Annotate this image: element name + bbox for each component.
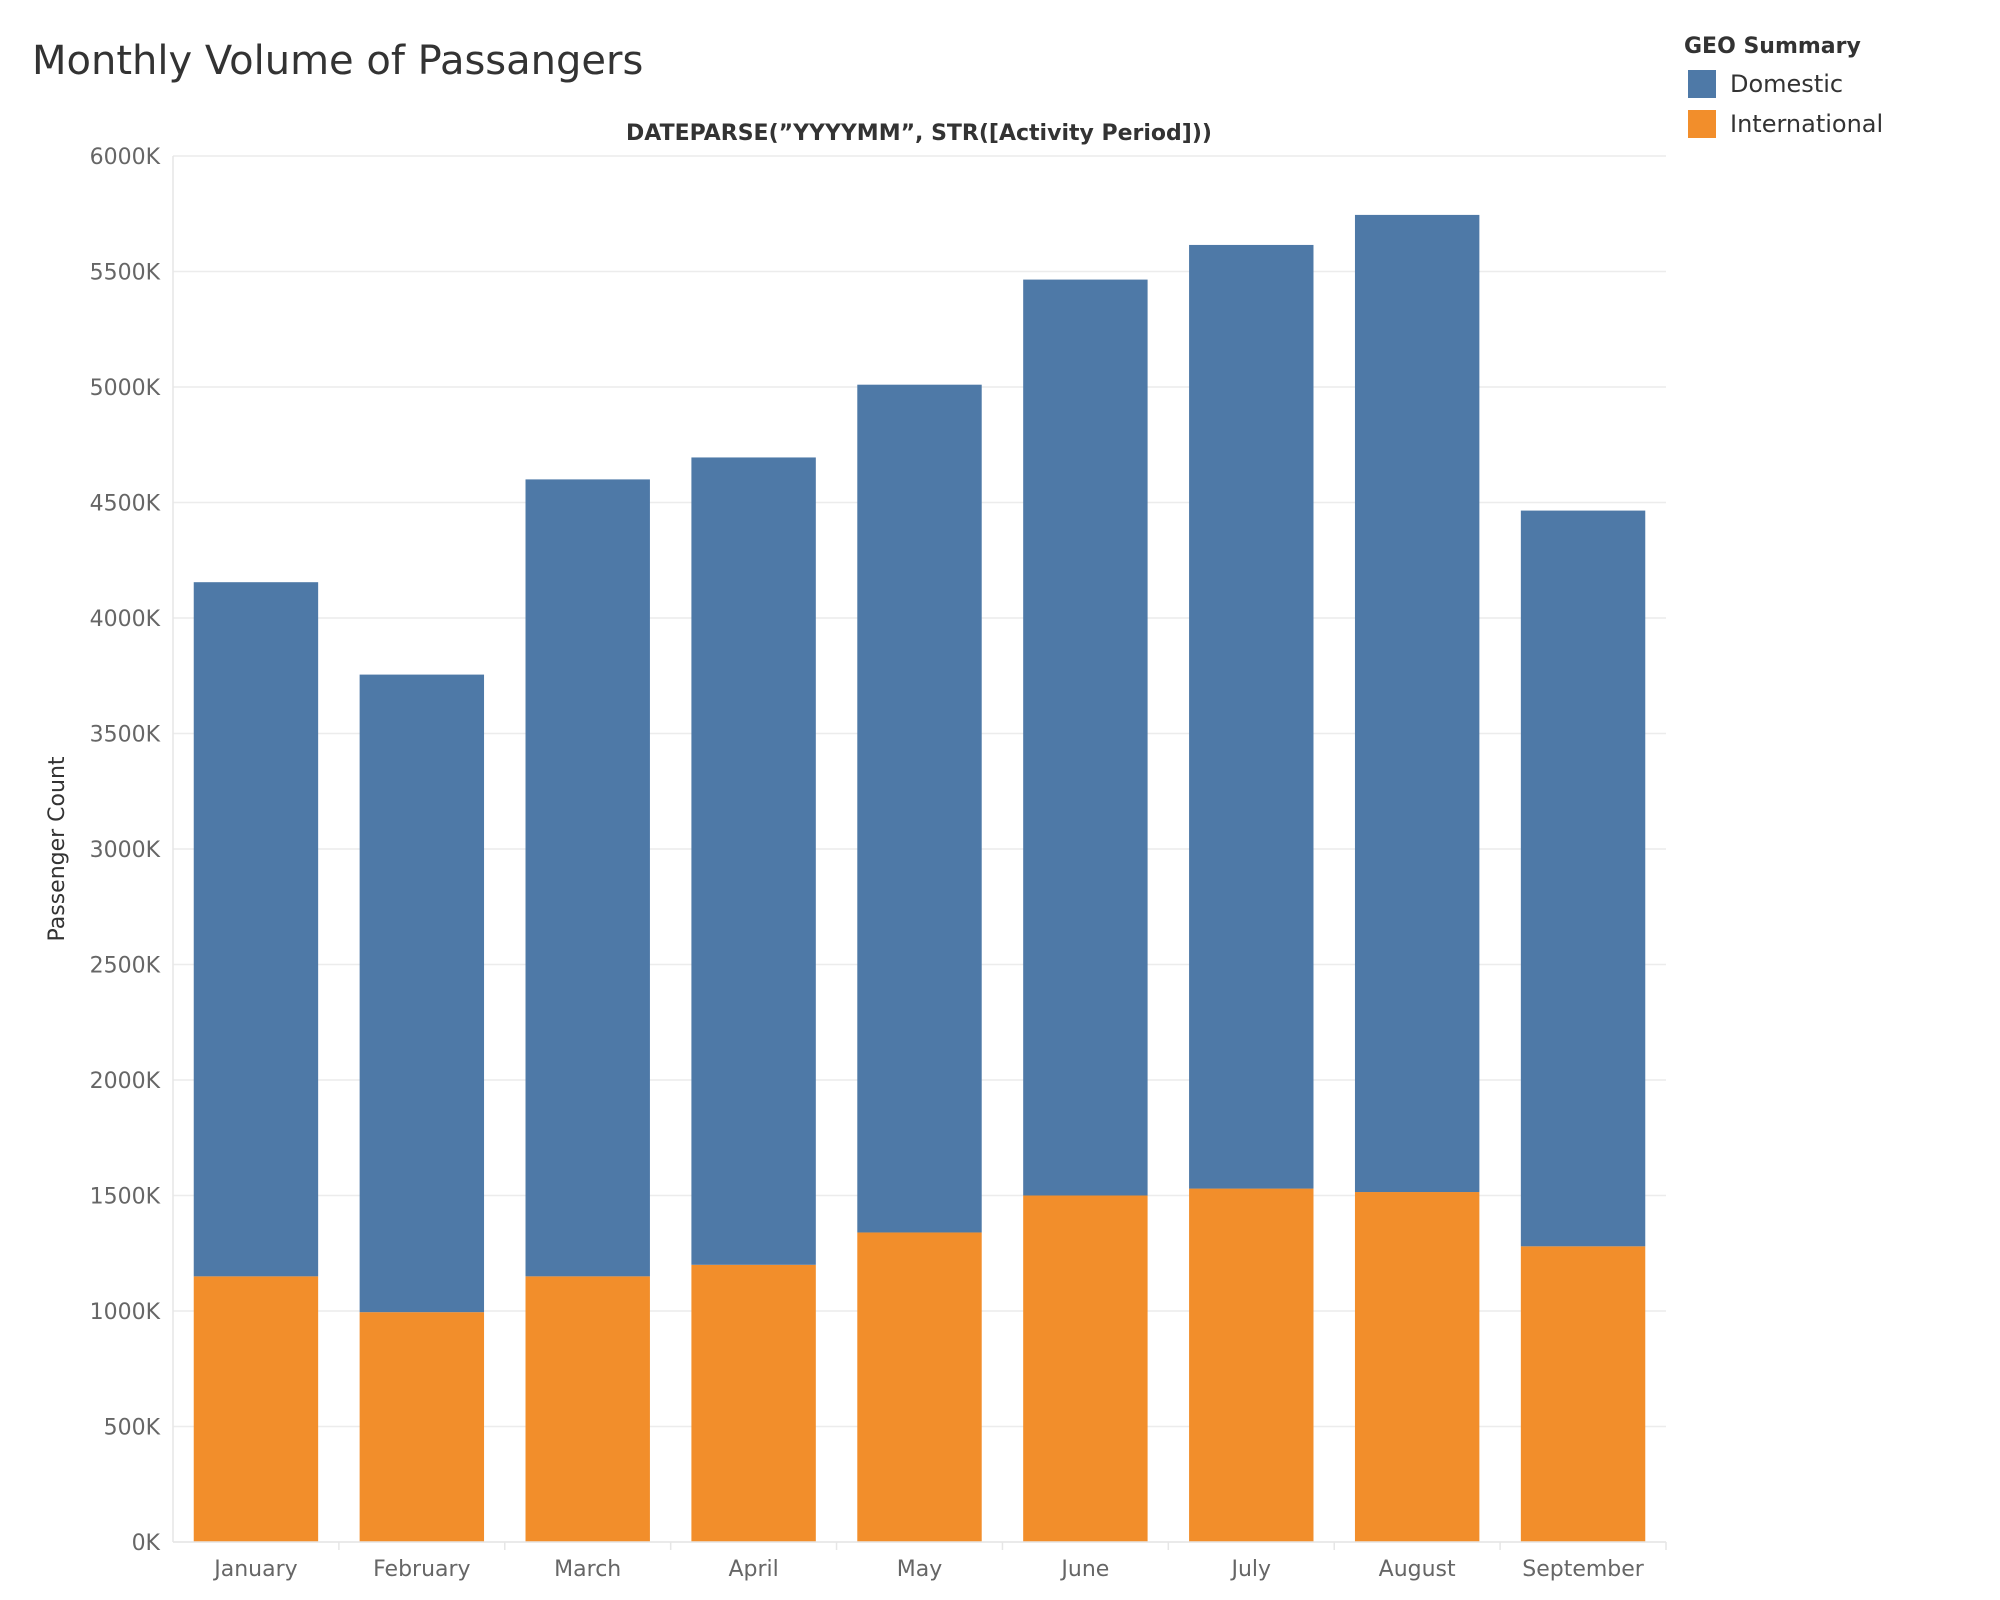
y-tick-label: 2500K — [90, 954, 161, 979]
y-tick-label: 0K — [132, 1531, 161, 1556]
bar-domestic-september[interactable] — [1520, 510, 1646, 1247]
legend-title: GEO Summary — [1684, 34, 1861, 59]
x-tick-label-february: February — [373, 1557, 471, 1582]
bar-international-september[interactable] — [1520, 1246, 1646, 1542]
y-tick-label: 5500K — [90, 261, 161, 286]
bar-international-march[interactable] — [525, 1276, 650, 1542]
y-axis-title: Passenger Count — [45, 756, 70, 941]
y-tick-label: 4000K — [90, 607, 161, 632]
x-tick-label-june: June — [1059, 1557, 1109, 1582]
bars — [193, 214, 1646, 1543]
bar-international-june[interactable] — [1023, 1195, 1148, 1543]
x-tick-label-august: August — [1379, 1557, 1456, 1582]
legend-swatch-domestic — [1688, 70, 1716, 98]
bar-domestic-january[interactable] — [193, 582, 319, 1277]
x-tick-label-march: March — [554, 1557, 621, 1582]
bar-international-january[interactable] — [193, 1276, 319, 1542]
bar-domestic-february[interactable] — [359, 674, 485, 1313]
chart-title: Monthly Volume of Passangers — [32, 38, 644, 84]
legend-label-domestic: Domestic — [1730, 70, 1844, 98]
legend-swatch-international — [1688, 110, 1716, 138]
bar-domestic-march[interactable] — [525, 479, 650, 1277]
y-tick-label: 6000K — [90, 145, 161, 170]
bar-international-february[interactable] — [359, 1312, 485, 1542]
x-tick-label-april: April — [728, 1557, 778, 1582]
y-tick-labels: 0K 500K 1000K 1500K 2000K 2500K 3000K 3500K 4000… — [90, 145, 161, 1556]
y-tick-label: 500K — [104, 1416, 161, 1441]
bar-domestic-june[interactable] — [1023, 279, 1148, 1196]
bar-international-may[interactable] — [857, 1232, 982, 1542]
x-tick-label-july: July — [1229, 1557, 1271, 1582]
x-tick-label-september: September — [1522, 1557, 1645, 1582]
y-tick-label: 2000K — [90, 1069, 161, 1094]
x-axis-title: DATEPARSE(”YYYYMM”, STR([Activity Period… — [626, 121, 1212, 146]
bar-domestic-july[interactable] — [1189, 244, 1314, 1189]
bar-domestic-april[interactable] — [691, 457, 816, 1265]
bar-international-july[interactable] — [1189, 1188, 1314, 1542]
y-tick-label: 4500K — [90, 492, 161, 517]
x-tick-labels: January February March April May June July Augu… — [212, 1542, 1667, 1582]
y-tick-label: 3000K — [90, 838, 161, 863]
legend-item-domestic[interactable]: Domestic — [1684, 64, 1984, 104]
bar-international-april[interactable] — [691, 1264, 816, 1542]
bar-domestic-may[interactable] — [857, 384, 982, 1233]
x-tick-label-january: January — [212, 1557, 297, 1582]
y-tick-label: 1500K — [90, 1185, 161, 1210]
legend-item-international[interactable]: International — [1684, 104, 1984, 144]
x-tick-label-may: May — [897, 1557, 942, 1582]
legend: GEO Summary Domestic International — [1684, 30, 1984, 144]
axes — [172, 156, 1666, 1543]
y-tick-label: 5000K — [90, 376, 161, 401]
legend-label-international: International — [1730, 110, 1884, 138]
bar-international-august[interactable] — [1354, 1192, 1480, 1542]
y-tick-label: 1000K — [90, 1300, 161, 1325]
bar-domestic-august[interactable] — [1354, 214, 1480, 1193]
y-tick-label: 3500K — [90, 723, 161, 748]
